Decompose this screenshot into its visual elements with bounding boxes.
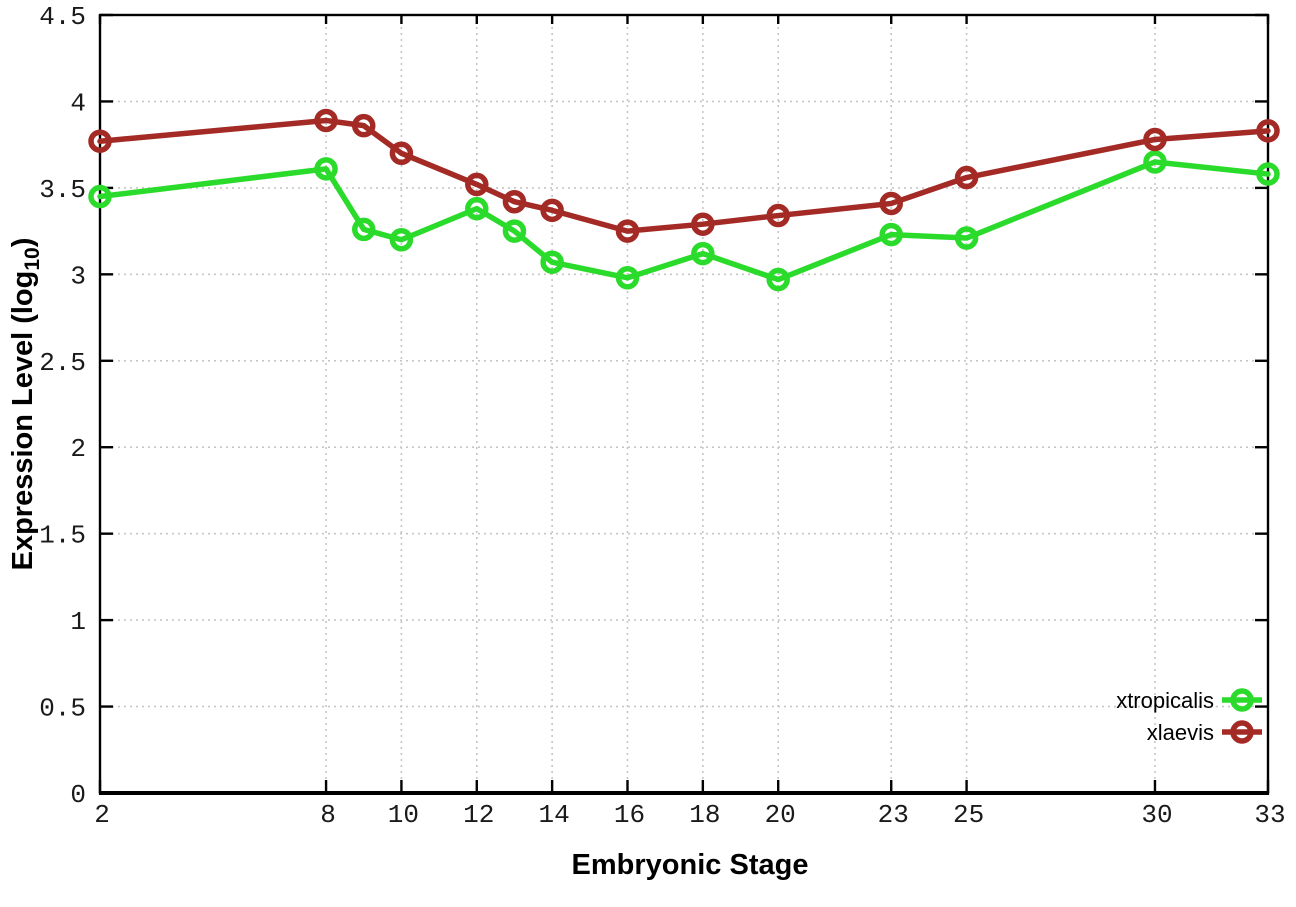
legend-marker-sample [1230, 688, 1254, 712]
legend-label-xlaevis: xlaevis [1147, 720, 1214, 745]
data-point-xtropicalis [540, 250, 564, 274]
y-tick-label: 1 [70, 607, 86, 637]
data-point-xlaevis [1143, 127, 1167, 152]
data-point-xlaevis [691, 212, 715, 236]
data-point-xtropicalis [1143, 150, 1167, 174]
data-point-xtropicalis [389, 228, 414, 252]
legend-label-xtropicalis: xtropicalis [1116, 688, 1214, 713]
legend-entry-xtropicalis: xtropicalis [1116, 688, 1262, 713]
x-tick-label: 33 [1254, 800, 1285, 830]
data-point-xtropicalis [465, 196, 489, 221]
x-tick-label: 20 [765, 800, 796, 830]
axis-ticks: 0 0.5 1 1.5 2 2.5 3 3.5 4 4.5 2 8 10 12 14 16 18 20 23 25 30… [39, 2, 1285, 830]
data-point-xlaevis [615, 219, 640, 243]
x-tick-label: 30 [1141, 800, 1172, 830]
grid-lines [100, 15, 1268, 793]
data-point-xlaevis [540, 198, 564, 223]
data-point-xtropicalis [766, 267, 790, 292]
data-point-xtropicalis [351, 217, 376, 242]
y-tick-label: 4 [70, 88, 86, 118]
data-point-xlaevis [879, 191, 903, 216]
y-tick-label: 4.5 [39, 2, 86, 32]
plot-frame [98, 13, 1270, 795]
legend-entry-xlaevis: xlaevis [1147, 720, 1262, 745]
y-tick-label: 3.5 [39, 175, 86, 205]
x-tick-label: 2 [94, 800, 110, 830]
data-point-xtropicalis [954, 226, 979, 250]
data-point-xtropicalis [615, 266, 640, 290]
data-point-xtropicalis [88, 184, 112, 209]
y-tick-label: 0 [70, 780, 86, 810]
x-tick-label: 16 [614, 800, 645, 830]
plot-border [98, 13, 1270, 795]
legend-marker-sample [1230, 720, 1254, 744]
data-point-xlaevis [502, 189, 527, 214]
axis-labels: Embryonic Stage Expression Level (log10) [7, 238, 808, 881]
x-axis-title: Embryonic Stage [572, 849, 809, 881]
x-tick-label: 14 [539, 800, 570, 830]
data-point-xlaevis [954, 165, 979, 190]
y-tick-label: 2.5 [39, 348, 86, 378]
data-point-xtropicalis [1256, 162, 1280, 186]
data-point-xtropicalis [879, 222, 903, 247]
data-point-xlaevis [351, 113, 376, 138]
data-point-xlaevis [389, 141, 414, 166]
data-series [88, 108, 1280, 292]
data-point-xtropicalis [314, 157, 338, 181]
y-tick-label: 2 [70, 434, 86, 464]
series-xtropicalis [88, 150, 1280, 292]
x-tick-label: 8 [320, 800, 336, 830]
data-point-xtropicalis [691, 241, 715, 266]
data-point-xlaevis [1256, 119, 1280, 143]
x-tick-label: 10 [388, 800, 419, 830]
x-tick-label: 18 [689, 800, 720, 830]
series-line-xtropicalis [97, 159, 1271, 283]
data-point-xlaevis [88, 129, 112, 153]
data-point-xlaevis [465, 172, 489, 197]
data-point-xlaevis [314, 108, 338, 133]
series-xlaevis [88, 108, 1280, 243]
data-point-xtropicalis [502, 219, 527, 243]
y-tick-label: 0.5 [39, 694, 86, 724]
y-tick-label: 1.5 [39, 521, 86, 551]
x-tick-label: 12 [463, 800, 494, 830]
x-tick-label: 25 [953, 800, 984, 830]
legend: xtropicalis xlaevis [1116, 688, 1262, 745]
x-tick-label: 23 [878, 800, 909, 830]
y-axis-title: Expression Level (log10) [7, 238, 44, 571]
y-tick-label: 3 [70, 261, 86, 291]
data-point-xlaevis [766, 203, 790, 228]
